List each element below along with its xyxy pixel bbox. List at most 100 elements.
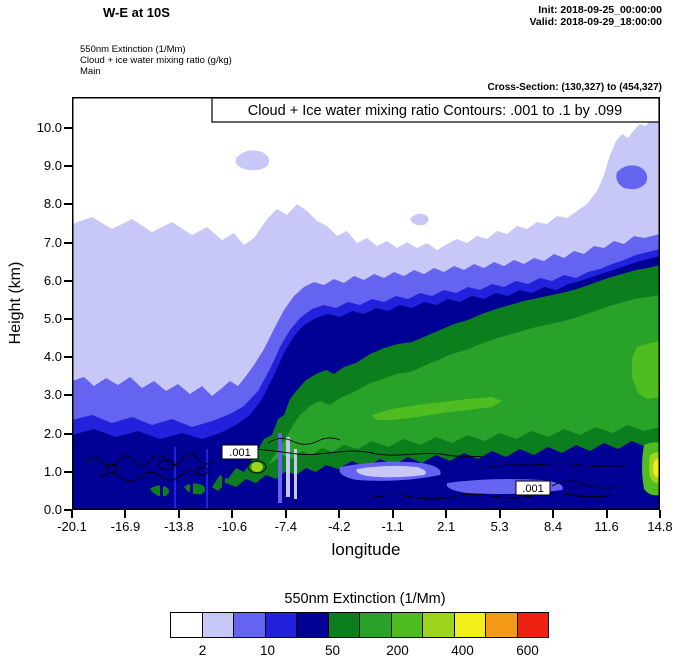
y-tick-mark	[64, 203, 72, 206]
mixing-ratio-contour-loop-2	[158, 459, 176, 471]
mixing-ratio-contour-loop-3	[195, 466, 209, 476]
fill-dark-green-blob-left-2	[184, 483, 205, 495]
y-tick-mark	[64, 279, 72, 282]
y-tick-mark	[64, 165, 72, 168]
contour-label-2: .001	[522, 483, 543, 495]
cross-section-label: Cross-Section: (130,327) to (454,327)	[487, 82, 662, 93]
legend-color-cell	[296, 612, 329, 638]
stripe-navy-3	[222, 445, 225, 509]
x-tick-label: -7.4	[274, 519, 298, 534]
y-tick-mark	[64, 127, 72, 129]
mixing-ratio-contour-surface	[371, 492, 613, 500]
page-title: W-E at 10S	[103, 5, 170, 20]
valid-time: Valid: 2018-09-29_18:00:00	[529, 16, 662, 28]
mixing-ratio-contour-mid-2	[267, 437, 341, 445]
x-tick-label: 5.3	[490, 519, 509, 534]
y-tick-mark	[64, 470, 72, 473]
stripe-light-3	[294, 449, 297, 499]
fill-lens-lavender-inner	[356, 465, 426, 478]
plot-area: .001 .001 Cloud + Ice water mixing ratio…	[72, 97, 660, 510]
y-tick-mark	[64, 318, 72, 320]
legend-tick-label: 400	[451, 643, 474, 658]
legend-color-cell	[359, 612, 392, 638]
legend-color-cell	[201, 612, 234, 638]
y-tick-label: 7.0	[43, 234, 62, 250]
fill-dark-green-blob-left-1	[150, 485, 169, 497]
x-tick-label: -1.1	[381, 519, 404, 534]
x-tick-label: -10.6	[217, 519, 248, 534]
stripe-navy-1	[160, 441, 163, 510]
y-tick-label: 5.0	[43, 311, 62, 326]
x-tick-label: 8.4	[544, 519, 563, 534]
fill-band-green	[268, 295, 660, 465]
x-tick-mark	[124, 510, 127, 518]
x-tick-label: 11.6	[594, 519, 619, 534]
legend-tick-label: 10	[259, 643, 276, 658]
fill-left-yellow-green-speck	[251, 462, 263, 472]
contour-label-box-1	[221, 444, 259, 460]
mixing-ratio-contour-right	[486, 462, 627, 469]
mixing-ratio-contour-left-2	[99, 470, 201, 482]
contour-info-box	[211, 97, 660, 123]
field-line-3: Main	[80, 66, 101, 77]
y-tick-mark	[64, 432, 72, 435]
mixing-ratio-contour-loop-1	[105, 463, 119, 473]
stripe-blue-1	[174, 447, 176, 510]
contour-label-box-2	[515, 480, 551, 496]
fill-bright-green-right	[632, 341, 660, 399]
y-tick-label: 10.0	[36, 120, 62, 135]
stripe-light-2	[286, 437, 290, 497]
y-tick-label: 6.0	[43, 272, 62, 288]
x-tick-mark	[231, 510, 234, 518]
x-tick-label: 14.8	[647, 519, 673, 534]
fill-lavender-patch-7km	[410, 213, 429, 226]
y-tick-mark	[64, 394, 72, 397]
plot-frame	[72, 97, 660, 510]
y-tick-label: 2.0	[43, 425, 62, 441]
x-tick-mark	[391, 510, 394, 518]
x-axis-title: longitude	[331, 540, 401, 559]
stripe-blue-2	[206, 449, 208, 509]
legend-color-cell	[233, 612, 266, 638]
y-tick-label: 9.0	[43, 158, 62, 174]
y-tick-label: 3.0	[43, 387, 62, 403]
legend-color-cell	[516, 612, 549, 638]
y-tick-label: 0.0	[43, 502, 62, 517]
stripe-light-1	[278, 433, 282, 503]
x-tick-mark	[498, 510, 501, 518]
legend-color-cell	[422, 612, 455, 638]
y-tick-label: 4.0	[43, 349, 62, 365]
legend-colorbar	[170, 612, 549, 638]
mixing-ratio-contour-right-2	[551, 480, 621, 489]
legend-tick-label: 600	[516, 643, 539, 658]
field-line-1: 550nm Extinction (1/Mm)	[80, 44, 186, 55]
x-tick-label: -16.9	[110, 519, 141, 534]
legend-tick-label: 200	[386, 643, 409, 658]
y-tick-mark	[64, 241, 72, 244]
init-time: Init: 2018-09-25_00:00:00	[538, 4, 662, 16]
x-tick-mark	[659, 510, 661, 518]
x-tick-label: -4.2	[328, 519, 351, 534]
field-line-2: Cloud + ice water mixing ratio (g/kg)	[80, 55, 232, 66]
contour-label-1: .001	[229, 447, 250, 459]
legend-color-cell	[264, 612, 297, 638]
y-tick-mark	[64, 356, 72, 359]
legend-color-cell	[170, 612, 203, 638]
x-tick-label: -20.1	[57, 519, 87, 534]
mixing-ratio-contour-loop-4	[247, 460, 267, 474]
legend-color-cell	[485, 612, 518, 638]
stripe-navy-2	[190, 443, 193, 510]
y-tick-label: 1.0	[43, 463, 62, 479]
field-description: 550nm Extinction (1/Mm) Cloud + ice wate…	[80, 44, 232, 77]
y-tick-mark	[64, 509, 72, 511]
y-tick-label: 8.0	[43, 196, 62, 212]
legend-tick-label: 2	[198, 643, 207, 658]
legend-color-cell	[390, 612, 423, 638]
x-tick-mark	[177, 510, 180, 518]
legend-color-cell	[327, 612, 360, 638]
contour-plot: .001 .001 Cloud + Ice water mixing ratio…	[72, 97, 660, 510]
contour-info-text: Cloud + Ice water mixing ratio Contours:…	[248, 103, 622, 119]
x-tick-mark	[71, 510, 73, 518]
legend-tick-labels: 2 10 50 200 400 600	[170, 643, 560, 661]
